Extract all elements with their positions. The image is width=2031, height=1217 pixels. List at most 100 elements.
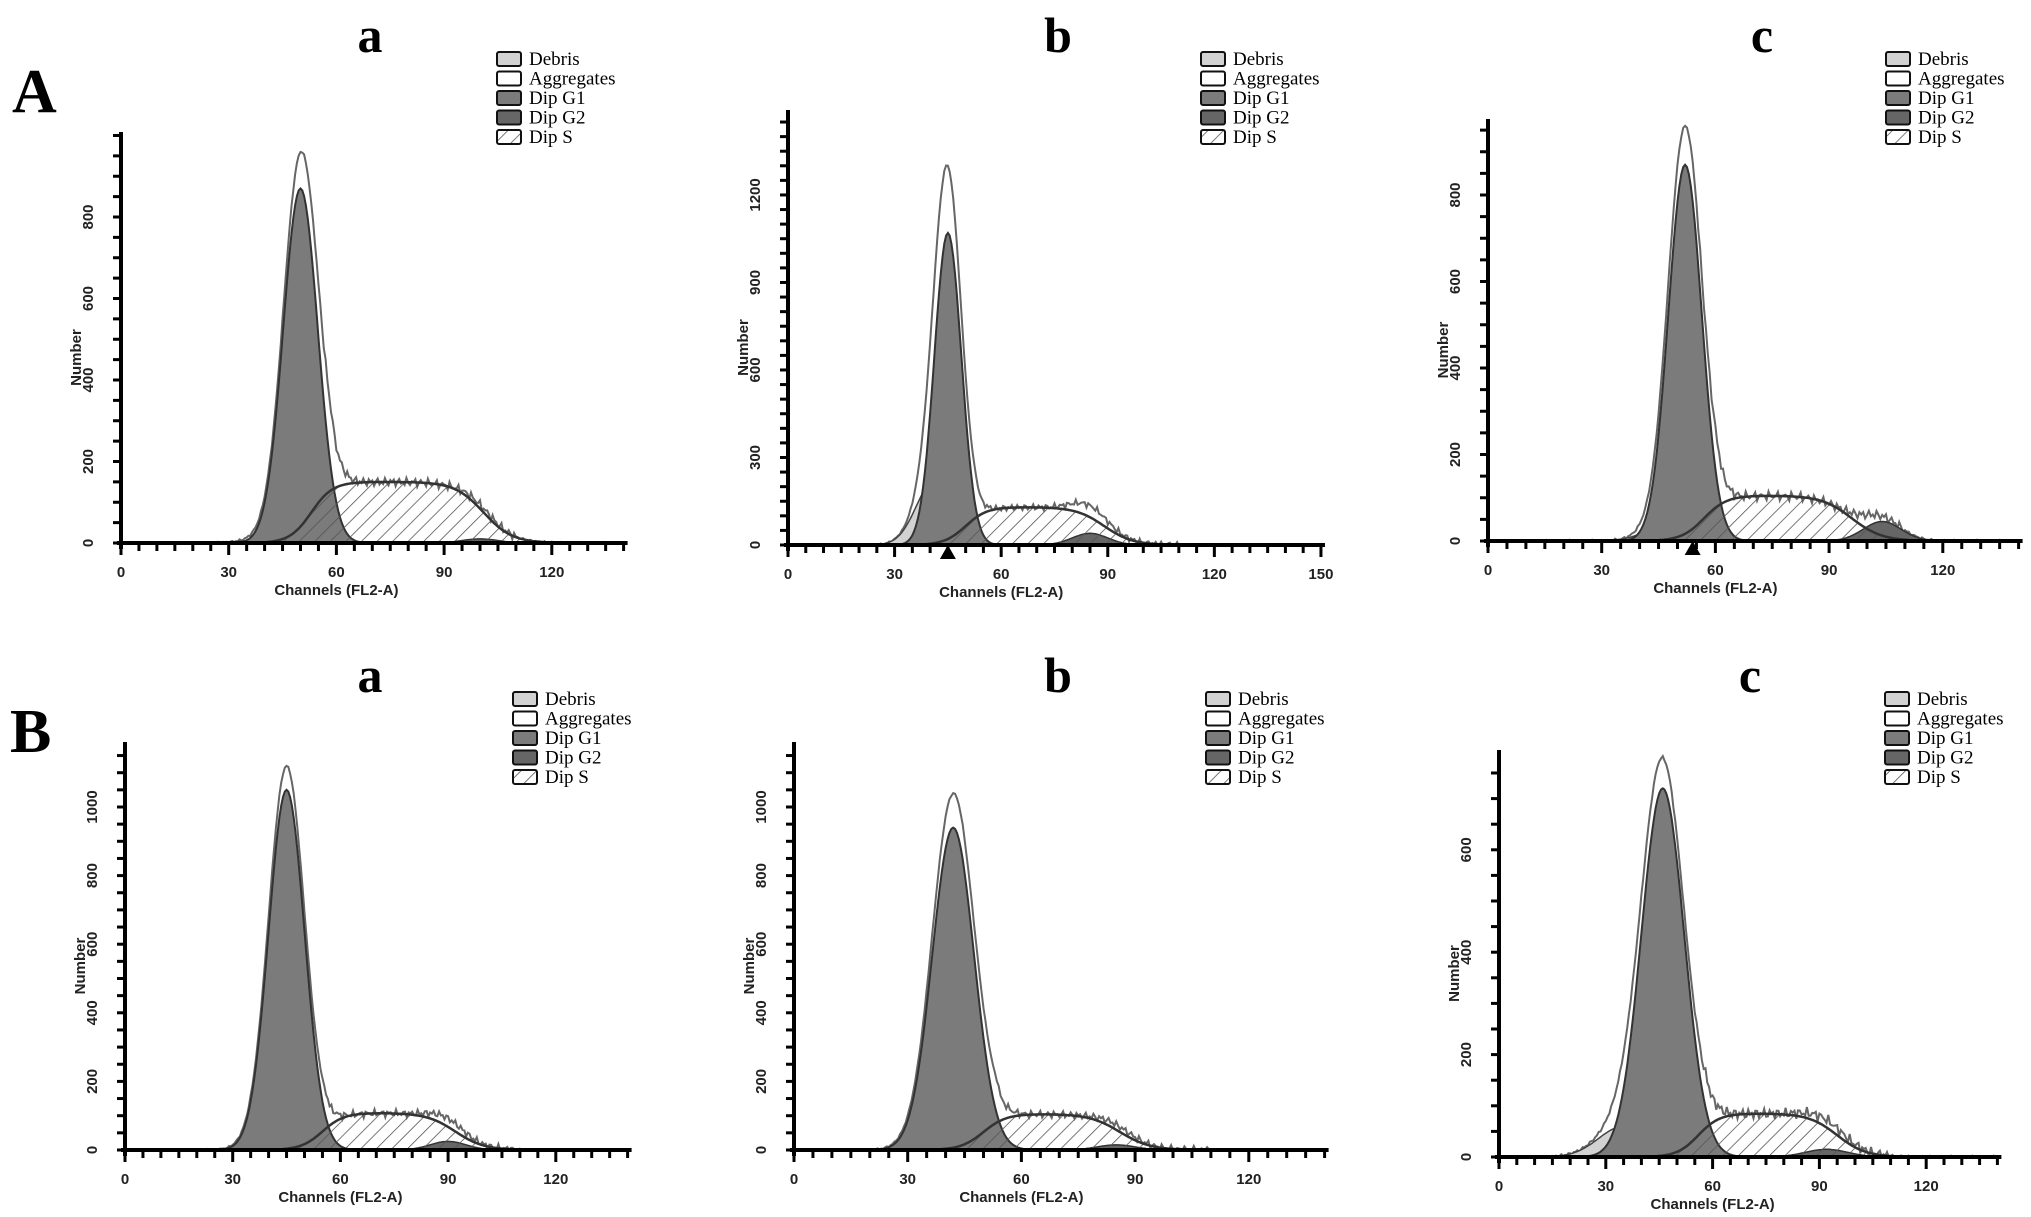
y-tick-label: 600 — [80, 286, 97, 311]
x-tick-label: 120 — [1914, 1178, 1939, 1195]
legend-swatch-dip-s — [1884, 769, 1910, 785]
y-axis-label: Number — [72, 938, 89, 995]
legend-label: Dip G1 — [1918, 88, 1974, 109]
legend-label: Dip G1 — [545, 728, 601, 749]
x-axis-label: Channels (FL2-A) — [939, 584, 1063, 601]
x-axis-label: Channels (FL2-A) — [959, 1189, 1083, 1206]
x-tick-label: 60 — [993, 566, 1010, 583]
x-tick-label: 0 — [1484, 562, 1492, 579]
legend-label: Aggregates — [1917, 709, 2004, 730]
y-axis-label: Number — [735, 319, 752, 376]
y-tick-label: 400 — [1458, 940, 1475, 965]
legend-swatch-aggregates — [496, 70, 522, 87]
y-tick-label: 0 — [753, 1146, 770, 1154]
y-tick-label: 600 — [84, 932, 101, 957]
legend-swatch-dip-g1 — [1885, 90, 1911, 106]
panel-title: b — [1044, 647, 1072, 703]
y-tick-label: 400 — [753, 1000, 770, 1025]
legend-label: Dip G2 — [545, 748, 601, 769]
x-tick-label: 0 — [790, 1171, 798, 1188]
y-tick-label: 200 — [1447, 442, 1464, 467]
y-tick-label: 0 — [80, 539, 97, 547]
legend-label: Dip S — [1233, 127, 1277, 148]
legend-swatch-debris — [496, 51, 522, 67]
y-tick-label: 1000 — [753, 790, 770, 823]
x-tick-label: 60 — [1013, 1171, 1030, 1188]
legend-swatch-aggregates — [512, 710, 538, 727]
legend-swatch-dip-s — [1200, 129, 1226, 145]
peak-marker-triangle-icon — [1684, 541, 1701, 555]
legend-swatch-debris — [1884, 691, 1910, 707]
y-axis-label: Number — [1435, 322, 1452, 379]
legend-label: Dip G2 — [1917, 748, 1973, 769]
legend-label: Dip G2 — [1233, 108, 1289, 129]
y-tick-label: 1200 — [747, 178, 764, 211]
y-tick-label: 300 — [747, 445, 764, 470]
x-tick-label: 30 — [886, 566, 903, 583]
legend-swatch-debris — [1200, 51, 1226, 67]
legend-label: Debris — [1917, 689, 1968, 710]
y-tick-label: 1000 — [84, 790, 101, 823]
legend-swatch-dip-g2 — [512, 749, 538, 766]
dip-g1-area — [850, 826, 1325, 1151]
legend-label: Debris — [529, 49, 580, 70]
y-tick-label: 800 — [1447, 182, 1464, 207]
legend-swatch-debris — [512, 691, 538, 707]
y-tick-label: 200 — [84, 1069, 101, 1094]
legend-swatch-dip-g1 — [512, 730, 538, 746]
panel-title: a — [358, 647, 383, 703]
x-tick-label: 0 — [121, 1171, 129, 1188]
legend-label: Debris — [545, 689, 596, 710]
x-tick-label: 120 — [1930, 562, 1955, 579]
legend-label: Dip S — [1918, 127, 1962, 148]
y-tick-label: 0 — [1458, 1153, 1475, 1161]
legend-swatch-aggregates — [1200, 70, 1226, 87]
y-tick-label: 800 — [84, 863, 101, 888]
x-tick-label: 30 — [1593, 562, 1610, 579]
legend-swatch-dip-g2 — [1200, 109, 1226, 126]
legend-label: Dip S — [1917, 767, 1961, 788]
x-tick-label: 30 — [1597, 1178, 1614, 1195]
legend-label: Debris — [1233, 49, 1284, 70]
legend-label: Dip G1 — [1238, 728, 1294, 749]
x-tick-label: 90 — [436, 564, 453, 581]
legend-label: Aggregates — [529, 69, 616, 90]
y-tick-label: 0 — [747, 541, 764, 549]
legend-swatch-debris — [1885, 51, 1911, 67]
panel-title: c — [1751, 7, 1773, 63]
x-axis-label: Channels (FL2-A) — [278, 1189, 402, 1206]
y-tick-label: 900 — [747, 270, 764, 295]
aggregates-total-curve — [1544, 124, 2019, 543]
row-label-A: A — [12, 58, 57, 126]
legend-swatch-dip-g2 — [1885, 109, 1911, 126]
peak-marker-triangle-icon — [939, 545, 956, 559]
legend-label: Dip G1 — [1233, 88, 1289, 109]
y-tick-label: 400 — [1447, 355, 1464, 380]
x-tick-label: 60 — [1707, 562, 1724, 579]
legend-swatch-dip-s — [496, 129, 522, 145]
legend-label: Aggregates — [1238, 709, 1325, 730]
x-tick-label: 60 — [332, 1171, 349, 1188]
legend-swatch-debris — [1205, 691, 1231, 707]
x-tick-label: 120 — [1236, 1171, 1261, 1188]
y-tick-label: 200 — [1458, 1042, 1475, 1067]
legend-swatch-dip-g1 — [1200, 90, 1226, 106]
legend-swatch-dip-s — [512, 769, 538, 785]
legend-label: Aggregates — [1918, 69, 2005, 90]
legend-label: Dip G2 — [1238, 748, 1294, 769]
x-tick-label: 30 — [224, 1171, 241, 1188]
legend-swatch-dip-g2 — [1205, 749, 1231, 766]
y-tick-label: 200 — [753, 1069, 770, 1094]
x-axis-label: Channels (FL2-A) — [274, 582, 398, 599]
x-tick-label: 90 — [1099, 566, 1116, 583]
y-tick-label: 400 — [84, 1000, 101, 1025]
y-tick-label: 600 — [747, 357, 764, 382]
legend-label: Dip G1 — [529, 88, 585, 109]
legend-label: Dip G2 — [1918, 108, 1974, 129]
x-tick-label: 120 — [539, 564, 564, 581]
legend-label: Aggregates — [545, 709, 632, 730]
